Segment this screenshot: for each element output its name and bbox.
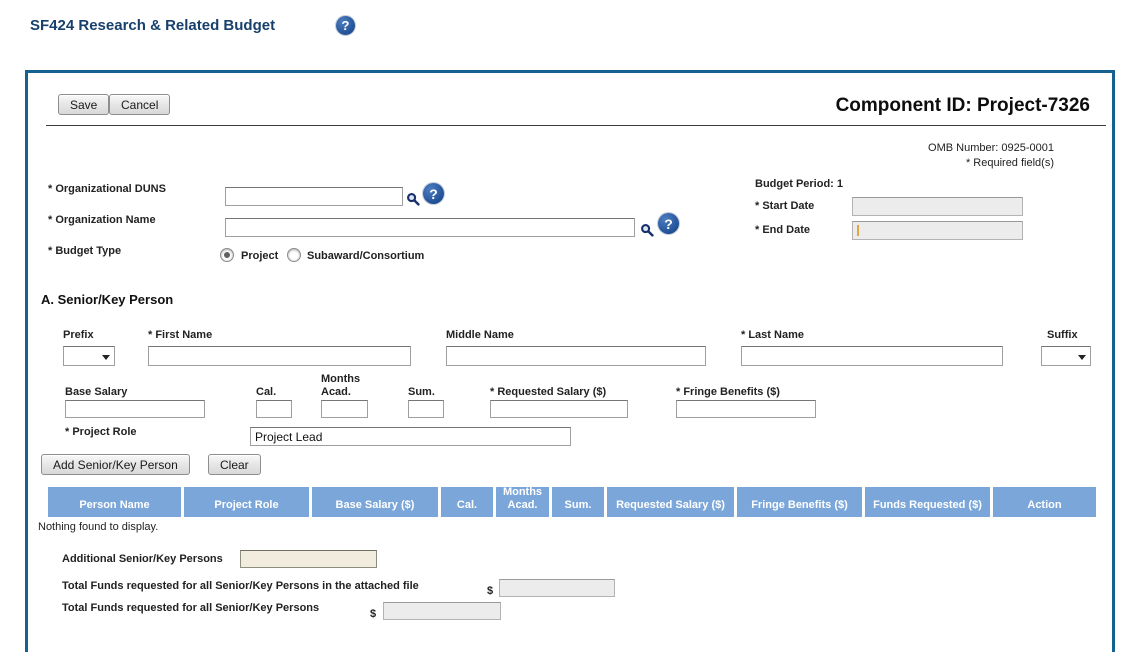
base-salary-label: Base Salary <box>65 386 128 398</box>
col-person-name: Person Name <box>48 487 181 517</box>
last-name-input[interactable] <box>741 346 1003 366</box>
save-button[interactable]: Save <box>58 94 110 115</box>
first-name-input[interactable] <box>148 346 411 366</box>
last-name-label: * Last Name <box>741 329 804 341</box>
divider <box>46 125 1106 126</box>
persons-table-header: Person Name Project Role Base Salary ($)… <box>48 486 1096 517</box>
col-project-role: Project Role <box>184 487 309 517</box>
budget-type-radio-subaward[interactable] <box>287 248 301 262</box>
additional-persons-label: Additional Senior/Key Persons <box>62 553 223 565</box>
org-name-label: * Organization Name <box>48 214 156 226</box>
prefix-select[interactable] <box>63 346 115 366</box>
cal-label: Cal. <box>256 386 277 398</box>
component-id: Component ID: Project-7326 <box>835 95 1090 116</box>
table-empty-message: Nothing found to display. <box>38 521 159 533</box>
acad-label: Acad. <box>321 386 351 398</box>
fringe-benefits-label: * Fringe Benefits ($) <box>676 386 780 398</box>
sum-months-input[interactable] <box>408 400 444 418</box>
col-funds-requested: Funds Requested ($) <box>865 487 990 517</box>
org-name-input[interactable] <box>225 218 635 237</box>
requested-salary-label: * Requested Salary ($) <box>490 386 607 398</box>
grand-total-input[interactable] <box>383 602 501 620</box>
middle-name-label: Middle Name <box>446 329 514 341</box>
duns-input[interactable] <box>225 187 403 206</box>
additional-persons-input[interactable] <box>240 550 377 568</box>
prefix-label: Prefix <box>63 329 94 341</box>
omb-number: OMB Number: 0925-0001 <box>928 142 1054 154</box>
required-note: * Required field(s) <box>965 157 1054 169</box>
chevron-down-icon <box>1078 355 1086 360</box>
col-cal: Cal. <box>441 487 493 517</box>
middle-name-input[interactable] <box>446 346 706 366</box>
col-action: Action <box>993 487 1096 517</box>
page-help-icon[interactable] <box>336 16 355 35</box>
budget-type-option-subaward: Subaward/Consortium <box>307 250 425 262</box>
suffix-select[interactable] <box>1041 346 1091 366</box>
budget-type-radio-project[interactable] <box>220 248 234 262</box>
start-date-input[interactable] <box>852 197 1023 216</box>
fringe-benefits-input[interactable] <box>676 400 816 418</box>
base-salary-input[interactable] <box>65 400 205 418</box>
col-requested-salary: Requested Salary ($) <box>607 487 734 517</box>
col-months-acad: Months Acad. <box>496 486 549 517</box>
end-date-label: * End Date <box>755 224 811 236</box>
org-name-lookup-icon[interactable] <box>640 223 654 237</box>
first-name-label: * First Name <box>148 329 213 341</box>
requested-salary-input[interactable] <box>490 400 628 418</box>
cal-months-input[interactable] <box>256 400 292 418</box>
project-role-label: * Project Role <box>65 426 137 438</box>
duns-label: * Organizational DUNS <box>48 183 166 195</box>
sum-label: Sum. <box>408 386 435 398</box>
grand-total-currency: $ <box>370 608 377 620</box>
col-sum: Sum. <box>552 487 604 517</box>
attached-total-label: Total Funds requested for all Senior/Key… <box>62 580 419 592</box>
duns-help-icon[interactable] <box>423 183 444 204</box>
end-date-input[interactable] <box>852 221 1023 240</box>
months-label: Months <box>321 373 361 385</box>
clear-button[interactable]: Clear <box>208 454 261 475</box>
attached-total-currency: $ <box>487 585 494 597</box>
page-title: SF424 Research & Related Budget <box>30 17 276 34</box>
add-senior-key-person-button[interactable]: Add Senior/Key Person <box>41 454 190 475</box>
omb-block: OMB Number: 0925-0001 * Required field(s… <box>928 141 1054 171</box>
chevron-down-icon <box>102 355 110 360</box>
cancel-button[interactable]: Cancel <box>109 94 171 115</box>
col-fringe-benefits: Fringe Benefits ($) <box>737 487 862 517</box>
end-date-caret <box>857 225 859 236</box>
project-role-input[interactable] <box>250 427 571 446</box>
suffix-label: Suffix <box>1047 329 1078 341</box>
org-name-help-icon[interactable] <box>658 213 679 234</box>
duns-lookup-icon[interactable] <box>406 192 420 206</box>
grand-total-label: Total Funds requested for all Senior/Key… <box>62 602 320 614</box>
budget-period-label: Budget Period: 1 <box>755 178 844 190</box>
attached-total-input[interactable] <box>499 579 615 597</box>
budget-type-label: * Budget Type <box>48 245 122 257</box>
form-panel: Save Cancel Component ID: Project-7326 O… <box>25 70 1115 652</box>
budget-type-option-project: Project <box>241 250 279 262</box>
section-a-title: A. Senior/Key Person <box>41 292 174 307</box>
acad-months-input[interactable] <box>321 400 368 418</box>
col-base-salary: Base Salary ($) <box>312 487 438 517</box>
start-date-label: * Start Date <box>755 200 815 212</box>
